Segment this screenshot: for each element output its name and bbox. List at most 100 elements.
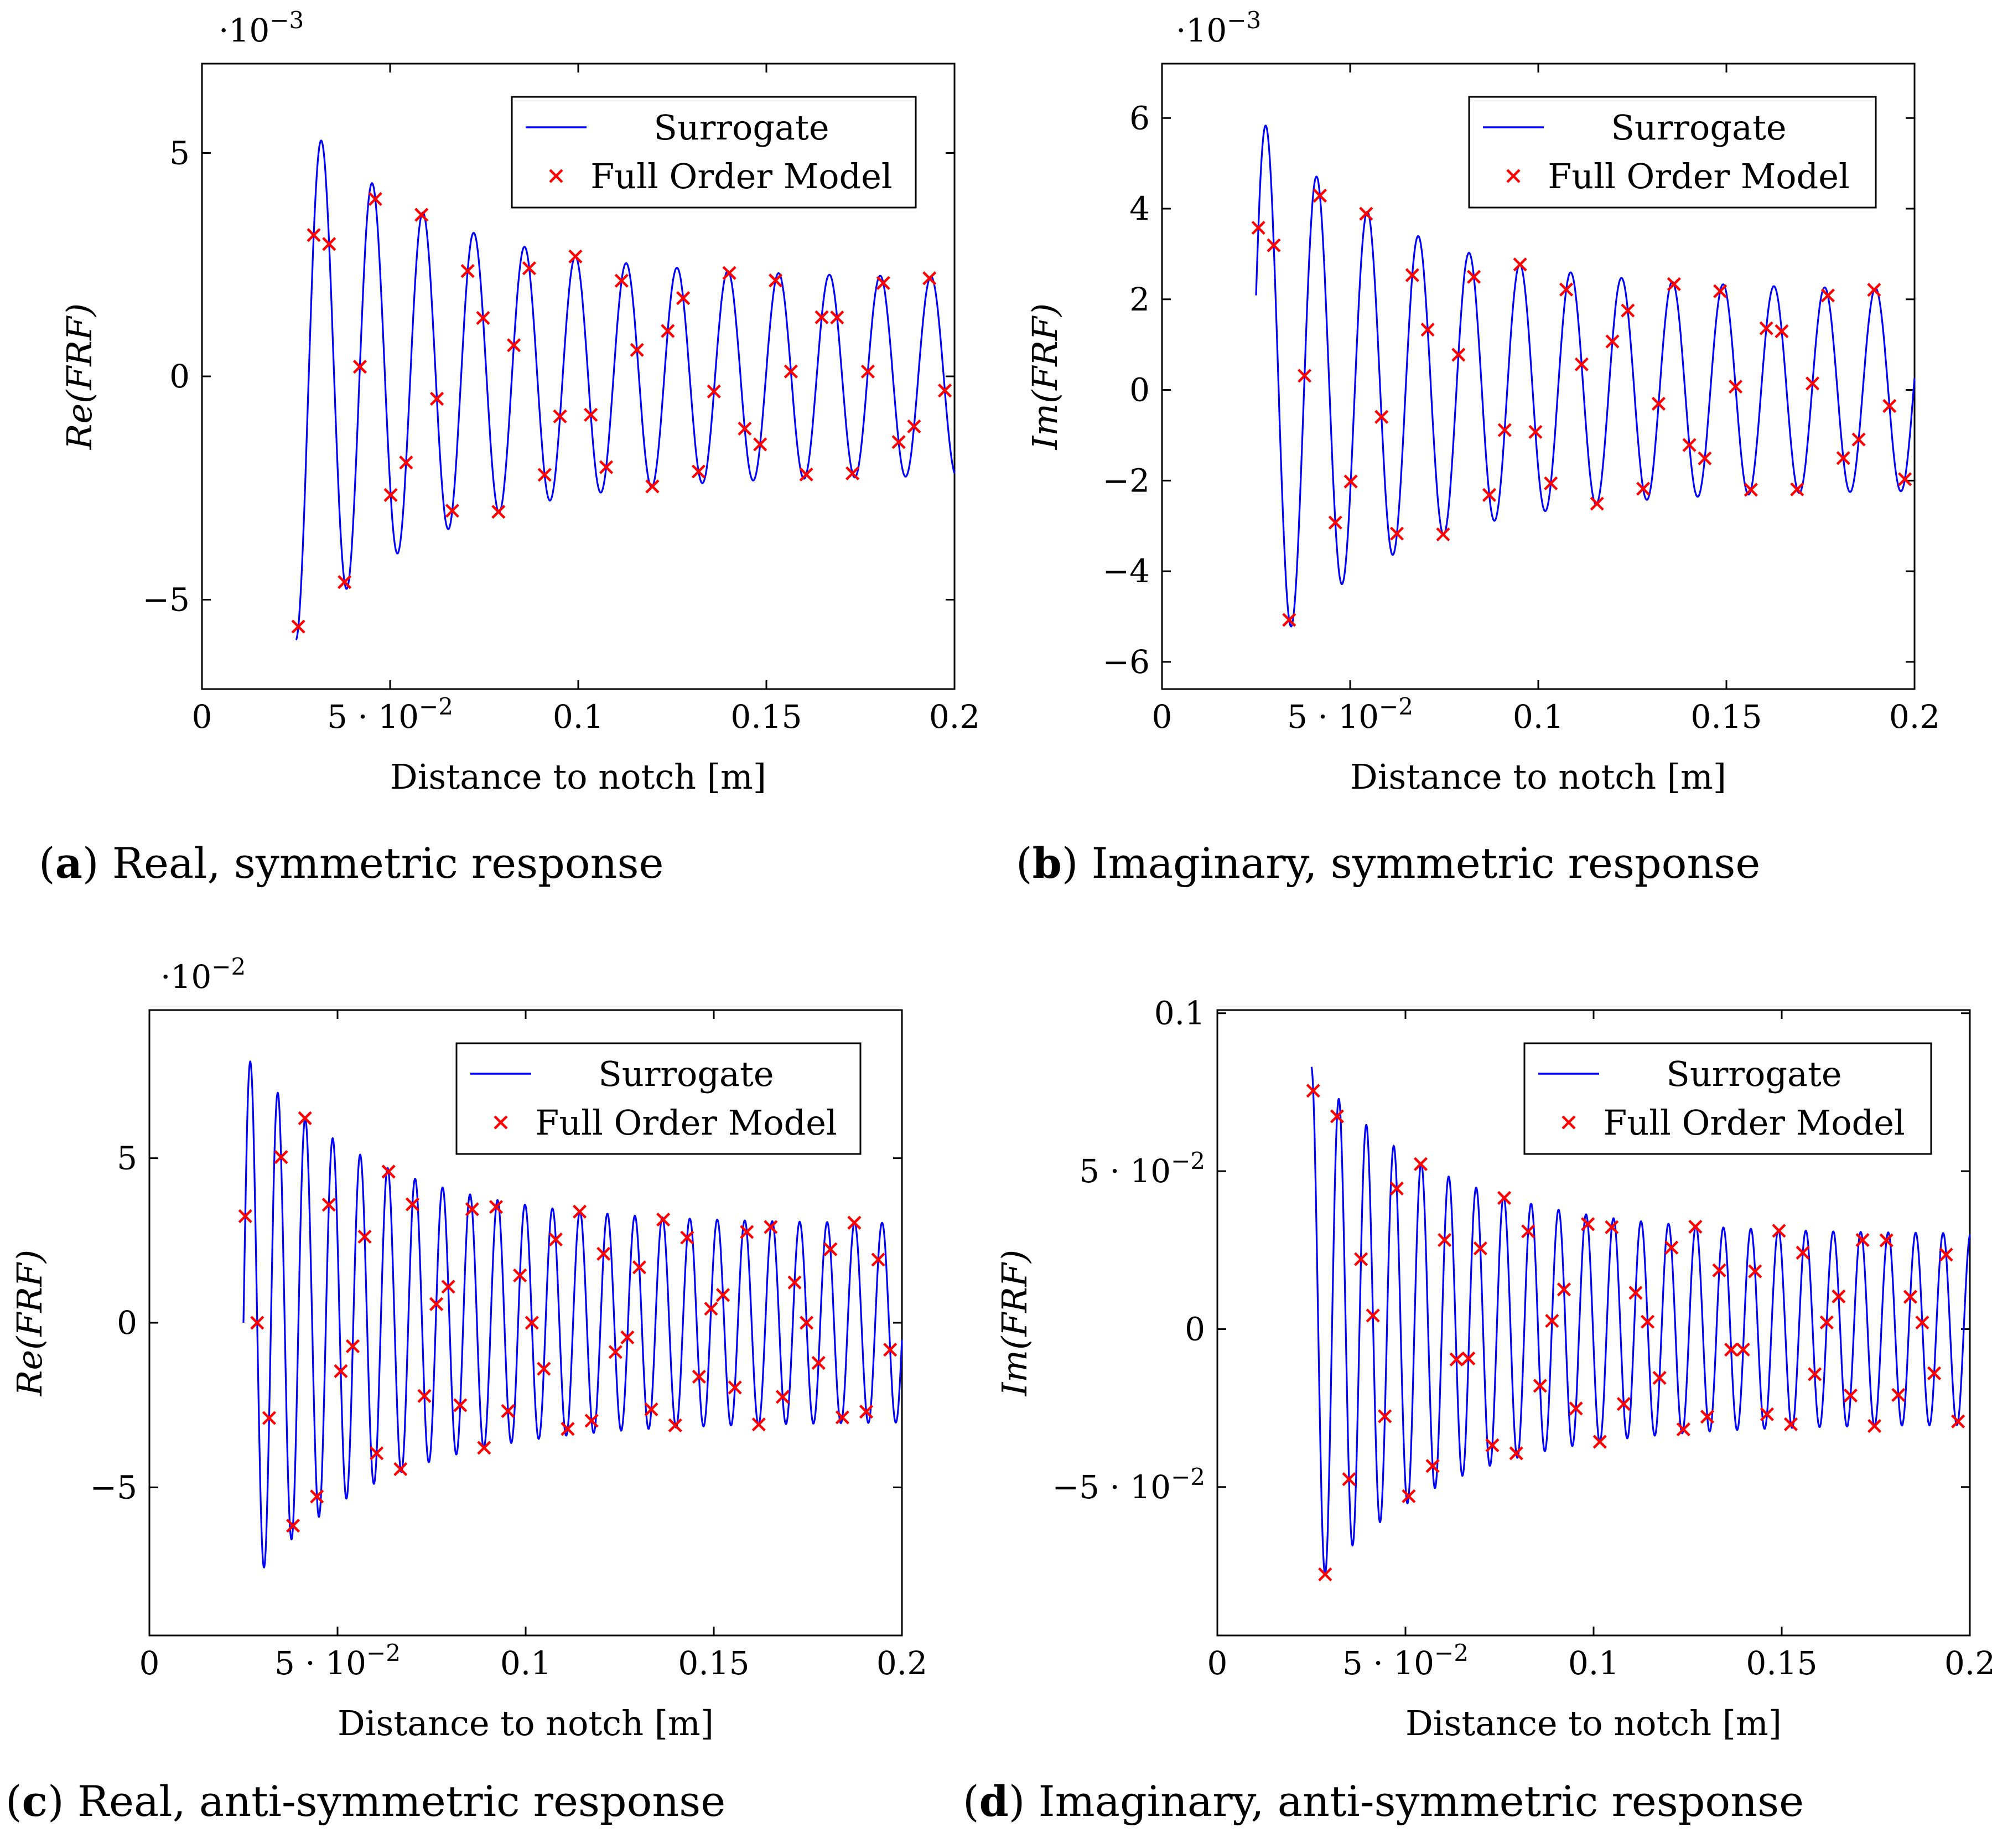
fom-marker-stroke <box>1485 1438 1500 1452</box>
y-tick-label-b: −2 <box>1103 462 1150 499</box>
fom-marker-stroke <box>644 1402 658 1417</box>
fom-marker-stroke <box>370 1446 384 1461</box>
fom-marker-stroke <box>922 271 937 286</box>
fom-marker-stroke <box>1366 1308 1380 1323</box>
fom-marker-stroke <box>507 338 521 353</box>
fom-marker-stroke <box>414 208 429 222</box>
fom-marker-d <box>1796 1245 1810 1260</box>
y-tick-label-a: −5 <box>143 581 190 619</box>
fom-marker-a <box>399 455 413 470</box>
fom-marker-stroke <box>1528 425 1543 439</box>
caption-d-label: d <box>979 1777 1009 1826</box>
fom-marker-d <box>1640 1314 1655 1329</box>
fom-marker-stroke <box>1473 1241 1487 1256</box>
fom-marker-a <box>784 364 798 379</box>
fom-marker-a <box>537 468 552 482</box>
fom-marker-a <box>922 271 937 286</box>
fom-marker-stroke <box>1282 613 1296 627</box>
fom-marker-a <box>691 464 706 479</box>
fom-marker-d <box>1783 1417 1798 1431</box>
legend-d: Surrogate Full Order Model <box>1523 1042 1932 1155</box>
fom-marker-d <box>1843 1388 1858 1403</box>
fom-marker-c <box>871 1252 885 1267</box>
fom-marker-stroke <box>1855 1233 1870 1247</box>
fom-marker-c <box>740 1225 754 1239</box>
fom-marker-b <box>1389 526 1404 541</box>
legend-c: Surrogate Full Order Model <box>455 1042 862 1155</box>
y-tick-label-b: 6 <box>1129 99 1150 137</box>
fom-marker-stroke <box>1736 1342 1750 1357</box>
fom-marker-stroke <box>883 1343 898 1357</box>
fom-marker-stroke <box>707 384 721 398</box>
x-tick-label-a: 0.2 <box>929 698 980 736</box>
fom-marker-stroke <box>1682 438 1697 452</box>
fom-marker-d <box>1521 1224 1536 1239</box>
fom-marker-a <box>799 467 813 482</box>
x-tick-label-d: 0 <box>1207 1644 1228 1682</box>
fom-marker-a <box>491 505 506 519</box>
fom-marker-stroke <box>1306 1084 1320 1098</box>
fom-marker-stroke <box>768 273 783 288</box>
fom-marker-stroke <box>1621 303 1635 318</box>
fom-marker-c <box>620 1330 635 1345</box>
fom-marker-stroke <box>704 1301 718 1316</box>
surrogate-curve-c <box>242 1060 903 1569</box>
fom-marker-stroke <box>1676 1422 1690 1437</box>
legend-marker-swatch-c <box>494 1115 508 1130</box>
fom-marker-stroke <box>1712 1263 1726 1277</box>
fom-marker-stroke <box>1328 515 1342 530</box>
fom-marker-c <box>393 1462 408 1477</box>
fom-marker-stroke <box>334 1364 348 1378</box>
fom-marker-d <box>1557 1282 1571 1297</box>
fom-marker-c <box>596 1246 611 1261</box>
fom-marker-d <box>1772 1224 1786 1238</box>
fom-marker-b <box>1897 472 1912 486</box>
fom-marker-stroke <box>1267 238 1281 252</box>
fom-marker-stroke <box>775 1390 790 1404</box>
fom-marker-a <box>614 273 629 288</box>
fom-marker-a <box>707 384 721 398</box>
fom-marker-b <box>1267 238 1281 252</box>
x-axis-label-c: Distance to notch [m] <box>338 1703 714 1743</box>
x-tick-label-d: 0.15 <box>1746 1644 1817 1682</box>
fom-marker-d <box>1485 1438 1500 1452</box>
fom-marker-d <box>1378 1409 1392 1423</box>
fom-marker-stroke <box>460 264 475 278</box>
fom-marker-stroke <box>1891 1388 1906 1402</box>
fom-marker-d <box>1688 1219 1703 1234</box>
fom-marker-stroke <box>417 1389 432 1403</box>
fom-marker-stroke <box>1843 1388 1858 1403</box>
fom-marker-b <box>1667 277 1681 291</box>
fom-marker-stroke <box>1688 1219 1703 1234</box>
fom-marker-d <box>1449 1352 1464 1366</box>
fom-marker-b <box>1636 482 1651 496</box>
chart-a-svg: 0 5 · 10−2 0.1 0.15 0.2 −5 0 5 Distance to notch… <box>59 7 980 797</box>
fom-marker-stroke <box>445 504 459 518</box>
caption-a-label: a <box>55 838 82 888</box>
fom-marker-stroke <box>1497 423 1512 437</box>
fom-marker-stroke <box>1700 1410 1715 1424</box>
fom-marker-stroke <box>661 324 675 338</box>
fom-marker-stroke <box>1330 1109 1344 1124</box>
y-tick-label-b: 2 <box>1129 281 1150 318</box>
x-tick-label-b: 0.2 <box>1889 698 1940 736</box>
fom-marker-stroke <box>572 1204 587 1219</box>
fom-marker-a <box>429 391 444 406</box>
fom-marker-d <box>1497 1190 1512 1205</box>
x-tick-label-c: 5 · 10−2 <box>274 1639 401 1682</box>
fom-marker-d <box>1592 1435 1607 1449</box>
fom-marker-stroke <box>1251 220 1265 235</box>
fom-marker-c <box>835 1410 849 1425</box>
fom-marker-c <box>561 1422 575 1436</box>
fom-marker-stroke <box>1868 1419 1882 1433</box>
fom-marker-stroke <box>1318 1567 1332 1582</box>
x-tick-label-a: 0.1 <box>553 698 604 736</box>
fom-marker-c <box>704 1301 718 1316</box>
fom-marker-d <box>1533 1379 1547 1393</box>
fom-marker-stroke <box>441 1280 455 1294</box>
fom-marker-c <box>417 1389 432 1403</box>
y-tick-label-d: −5 · 10−2 <box>1052 1463 1205 1506</box>
chart-panel-b: 0 5 · 10−2 0.1 0.15 0.2 −6 −4 −2 0 2 4 6 Distance to… <box>996 0 1992 919</box>
fom-marker-stroke <box>876 276 890 290</box>
fom-marker-stroke <box>859 1405 874 1419</box>
